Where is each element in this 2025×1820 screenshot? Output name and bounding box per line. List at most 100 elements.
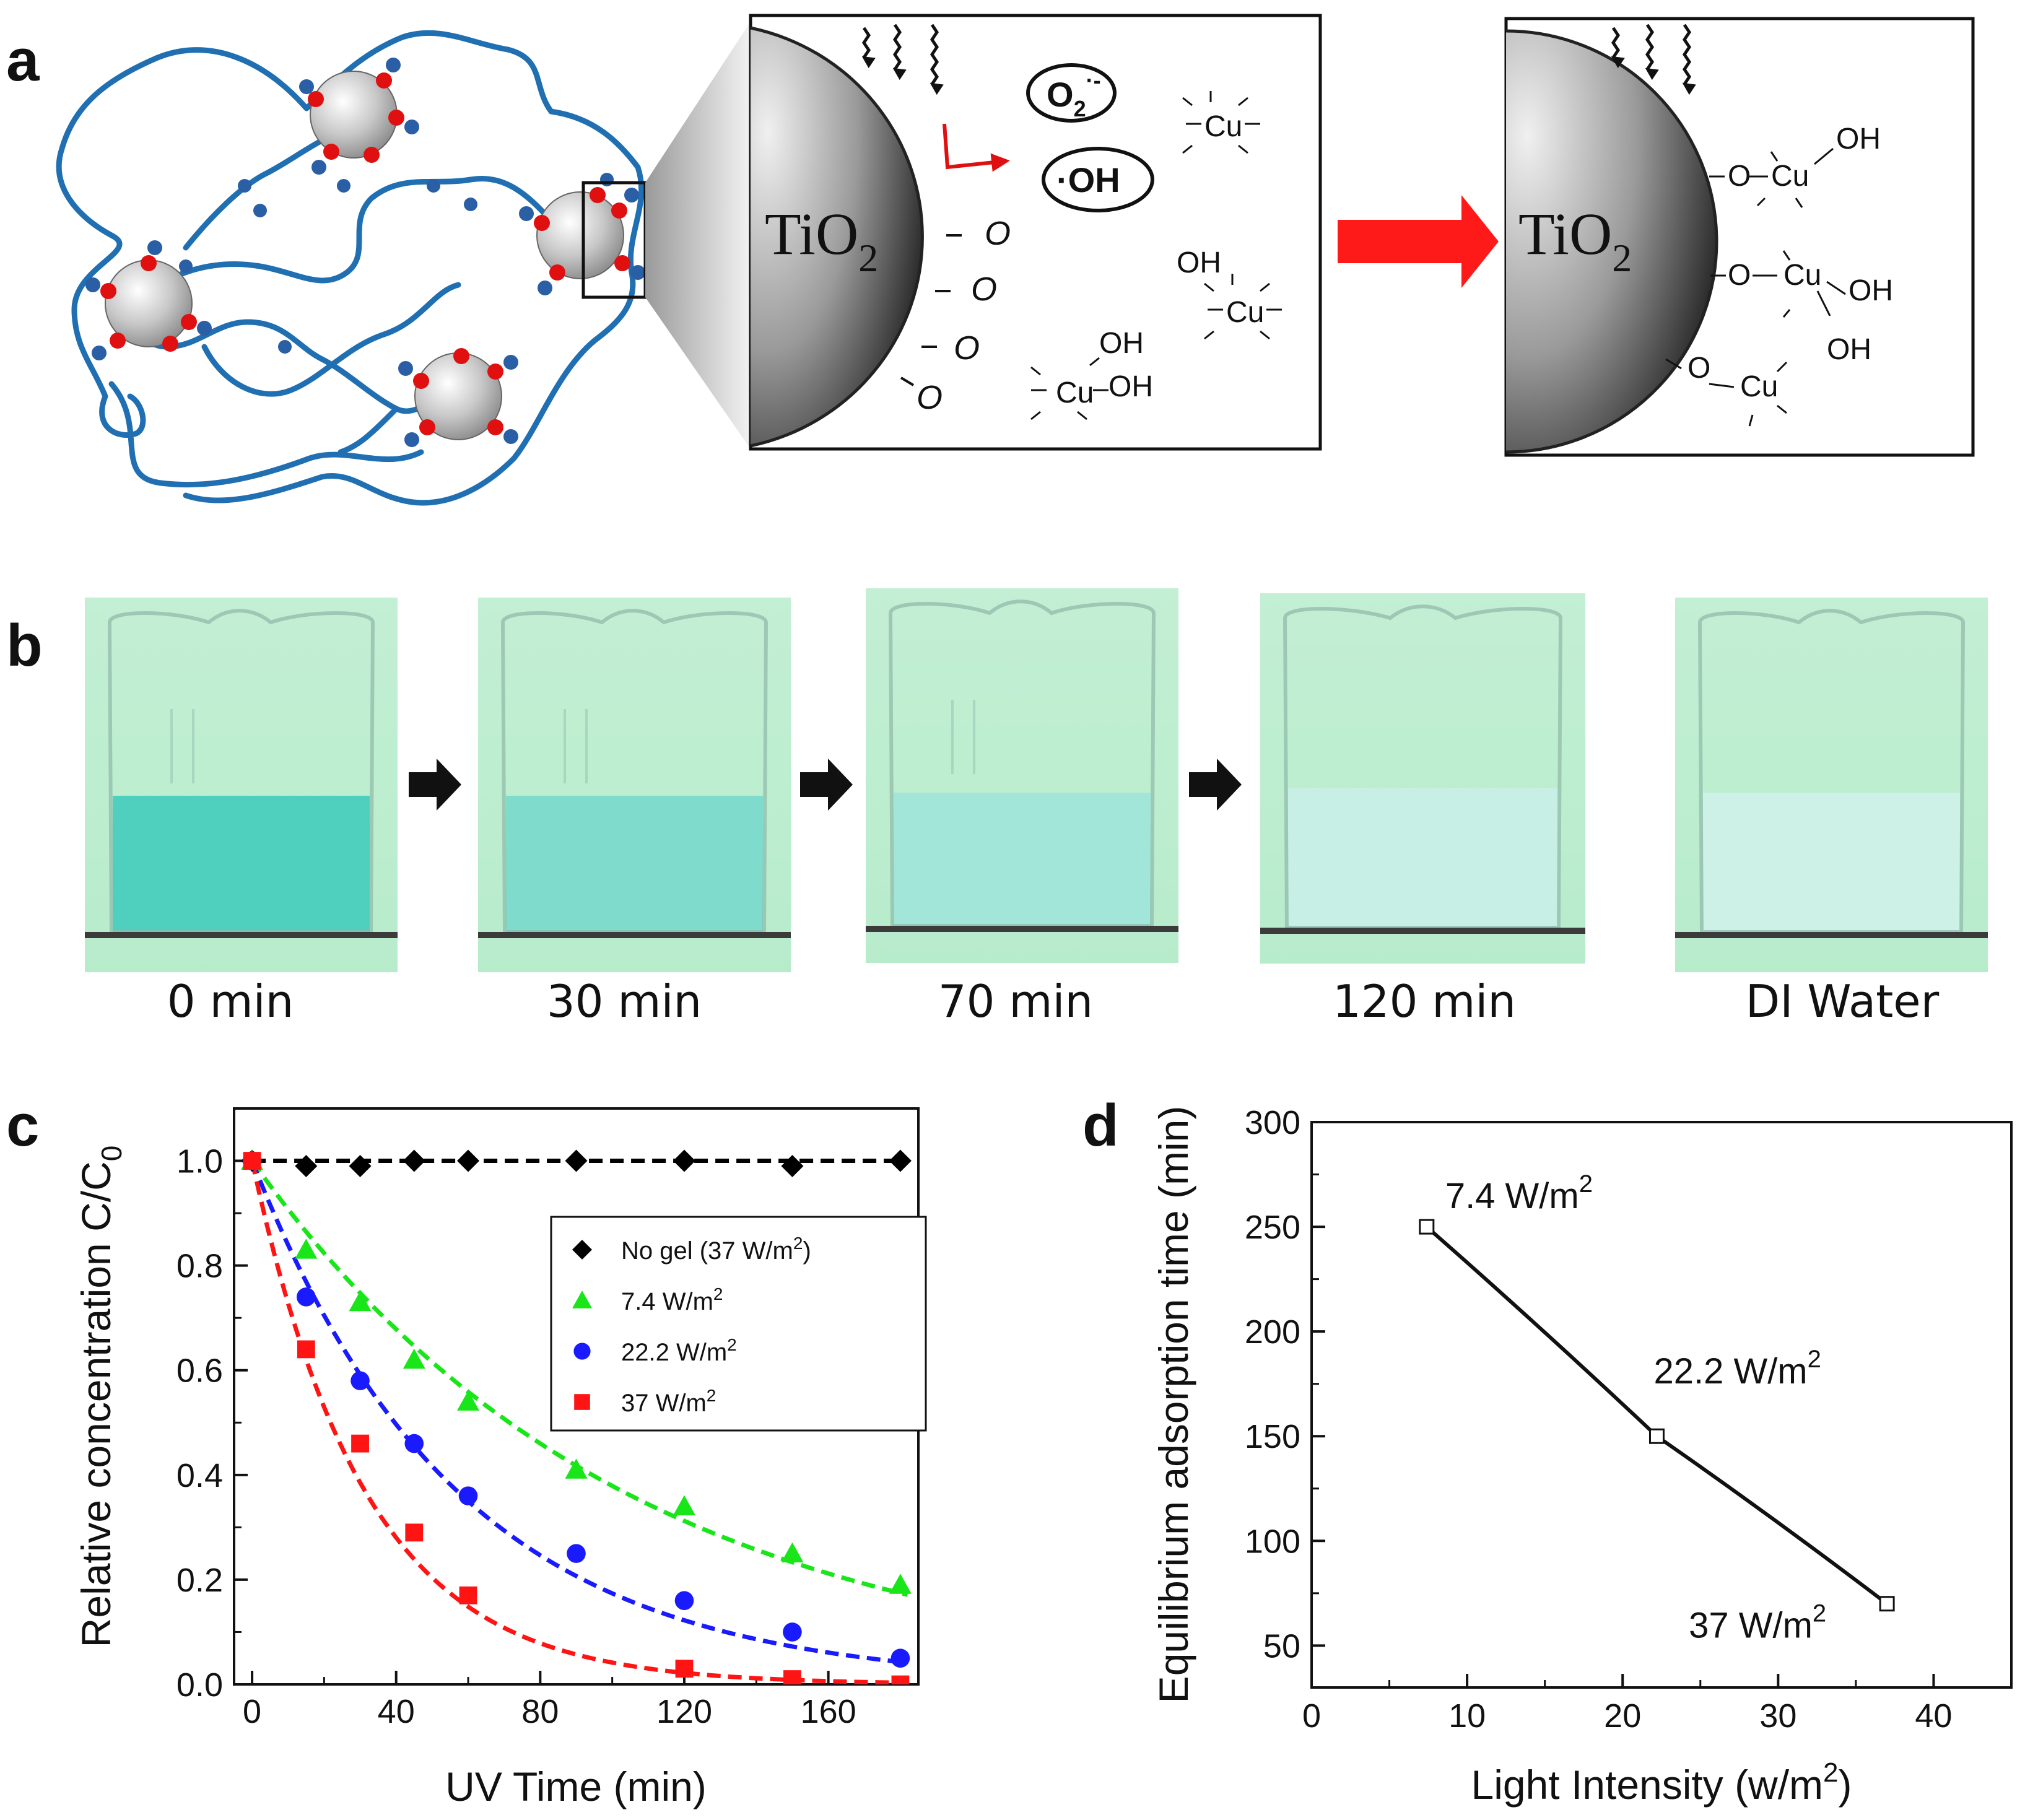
svg-text:OH: OH: [1108, 370, 1153, 403]
data-point: [458, 1486, 478, 1505]
legend-label: No gel (37 W/m2): [621, 1234, 811, 1265]
y-tick-label: 250: [1245, 1209, 1300, 1246]
chart-c: 0 40 80 120 160 0.0 0.2 0.4 0.6 0.8 1.0 UV Time (m…: [73, 1107, 927, 1809]
x-tick-label: 30: [1759, 1697, 1796, 1735]
data-point: [891, 1648, 910, 1668]
point-label: 22.2 W/m2: [1653, 1346, 1821, 1391]
beaker-caption: 120 min: [1333, 975, 1516, 1027]
data-point: [673, 1495, 695, 1515]
svg-text:OH: OH: [1177, 246, 1221, 279]
bound-copper-complexes: O Cu OH O Cu OH OH O Cu: [1665, 123, 1893, 427]
x-tick-label: 10: [1448, 1697, 1486, 1735]
legend-label: 37 W/m2: [621, 1386, 716, 1417]
beaker-liquid: [1288, 788, 1557, 928]
legend-label: 22.2 W/m2: [621, 1335, 737, 1366]
data-point: [351, 1434, 369, 1453]
x-tick-label: 0: [1302, 1697, 1321, 1735]
data-point: [781, 1155, 804, 1177]
y-tick-label: 300: [1245, 1104, 1300, 1141]
data-point: [297, 1340, 315, 1359]
tick-labels: 0 40 80 120 160 0.0 0.2 0.4 0.6 0.8 1.0: [176, 1143, 856, 1730]
beaker-photo: [1260, 593, 1585, 964]
data-point: [404, 1434, 424, 1453]
data-point: [675, 1660, 694, 1678]
panel-label-b: b: [6, 612, 43, 679]
svg-text:OH: OH: [1099, 327, 1144, 360]
legend-marker: [572, 1240, 592, 1260]
beaker-photo: [478, 598, 791, 972]
y-tick-label: 100: [1245, 1523, 1300, 1560]
uv-light-arrows: [1611, 24, 1696, 95]
data-point: [295, 1155, 318, 1177]
hydroxyl-bubble: [1042, 147, 1154, 212]
data-point: [565, 1149, 588, 1172]
electron-transfer-arrow: [943, 123, 1010, 172]
svg-text:O: O: [917, 379, 943, 416]
y-axis-title: Relative concentration C/C0: [73, 1146, 128, 1648]
uv-light-arrows: [861, 24, 944, 95]
surface-oxygens: O O O O: [900, 215, 1011, 416]
superoxide-bubble: [1026, 63, 1117, 123]
beaker-photo: [866, 588, 1178, 963]
plot-frame: [1310, 1121, 2013, 1689]
tick-labels: 0 10 20 30 40 50 100 150 200 250 300: [1245, 1104, 1953, 1735]
y-tick-label: 0.6: [176, 1352, 223, 1390]
data-point: [891, 1675, 910, 1684]
legend: No gel (37 W/m2) 7.4 W/m2 22.2 W/m2 37 W/m2: [550, 1216, 927, 1432]
beaker-caption: 30 min: [547, 975, 702, 1027]
zoom-inset-after: TiO2 O Cu OH O Cu OH OH O Cu: [1504, 17, 1975, 457]
svg-text:OH: OH: [1849, 274, 1893, 307]
chart-d: 0 10 20 30 40 50 100 150 200 250 300 7.4 W/m2 22.2 …: [1151, 1104, 2013, 1808]
x-tick-label: 0: [243, 1693, 261, 1730]
nanoparticle: [299, 58, 419, 175]
beaker-caption: 70 min: [938, 975, 1093, 1027]
y-tick-label: 150: [1245, 1418, 1300, 1455]
data-point: [405, 1523, 424, 1542]
x-tick-label: 20: [1604, 1697, 1641, 1735]
point-label: 7.4 W/m2: [1445, 1170, 1593, 1216]
trend-line: [1425, 1225, 1888, 1606]
point-label: 37 W/m2: [1689, 1600, 1826, 1646]
data-point: [1419, 1219, 1435, 1235]
polymer-network: [56, 30, 647, 506]
svg-text:Cu: Cu: [1740, 370, 1778, 403]
svg-text:Cu: Cu: [1226, 296, 1264, 329]
y-tick-label: 1.0: [176, 1143, 223, 1180]
x-tick-label: 80: [521, 1693, 559, 1730]
x-axis-title: UV Time (min): [445, 1764, 707, 1809]
data-point: [889, 1574, 912, 1594]
svg-text:Cu: Cu: [1204, 110, 1242, 143]
svg-text:Cu: Cu: [1771, 160, 1809, 193]
data-point: [243, 1152, 261, 1170]
data-point: [783, 1670, 801, 1684]
y-tick-label: 0.0: [176, 1666, 223, 1704]
point-labels: 7.4 W/m2 22.2 W/m2 37 W/m2: [1445, 1170, 1826, 1646]
data-point: [674, 1591, 694, 1611]
data-point: [567, 1544, 586, 1563]
x-tick-label: 120: [656, 1693, 712, 1730]
y-tick-label: 50: [1263, 1627, 1300, 1665]
tio2-surface: [1506, 31, 1717, 452]
y-tick-label: 200: [1245, 1313, 1300, 1351]
beaker-liquid: [113, 796, 370, 932]
y-axis-title: Equilibrium adsorption time (min): [1151, 1106, 1196, 1704]
data-point: [781, 1542, 804, 1563]
svg-text:OH: OH: [1827, 333, 1871, 366]
beaker-liquid: [506, 796, 763, 932]
x-axis-title: Light Intensity (w/m2): [1471, 1757, 1852, 1808]
nanoparticle: [398, 348, 518, 447]
tio2-label: TiO2: [1518, 201, 1632, 280]
time-arrows: [409, 759, 1242, 811]
svg-text:O: O: [971, 271, 997, 308]
data-point: [889, 1149, 912, 1172]
x-tick-label: 40: [1915, 1697, 1952, 1735]
svg-text:O: O: [1687, 352, 1710, 385]
x-tick-label: 160: [801, 1693, 856, 1730]
panel-label-a: a: [6, 27, 40, 94]
legend-marker: [574, 1394, 590, 1410]
legend-marker: [573, 1343, 591, 1360]
svg-text:O: O: [1728, 160, 1751, 193]
svg-text:O: O: [954, 329, 980, 367]
svg-text:OH: OH: [1836, 123, 1881, 155]
